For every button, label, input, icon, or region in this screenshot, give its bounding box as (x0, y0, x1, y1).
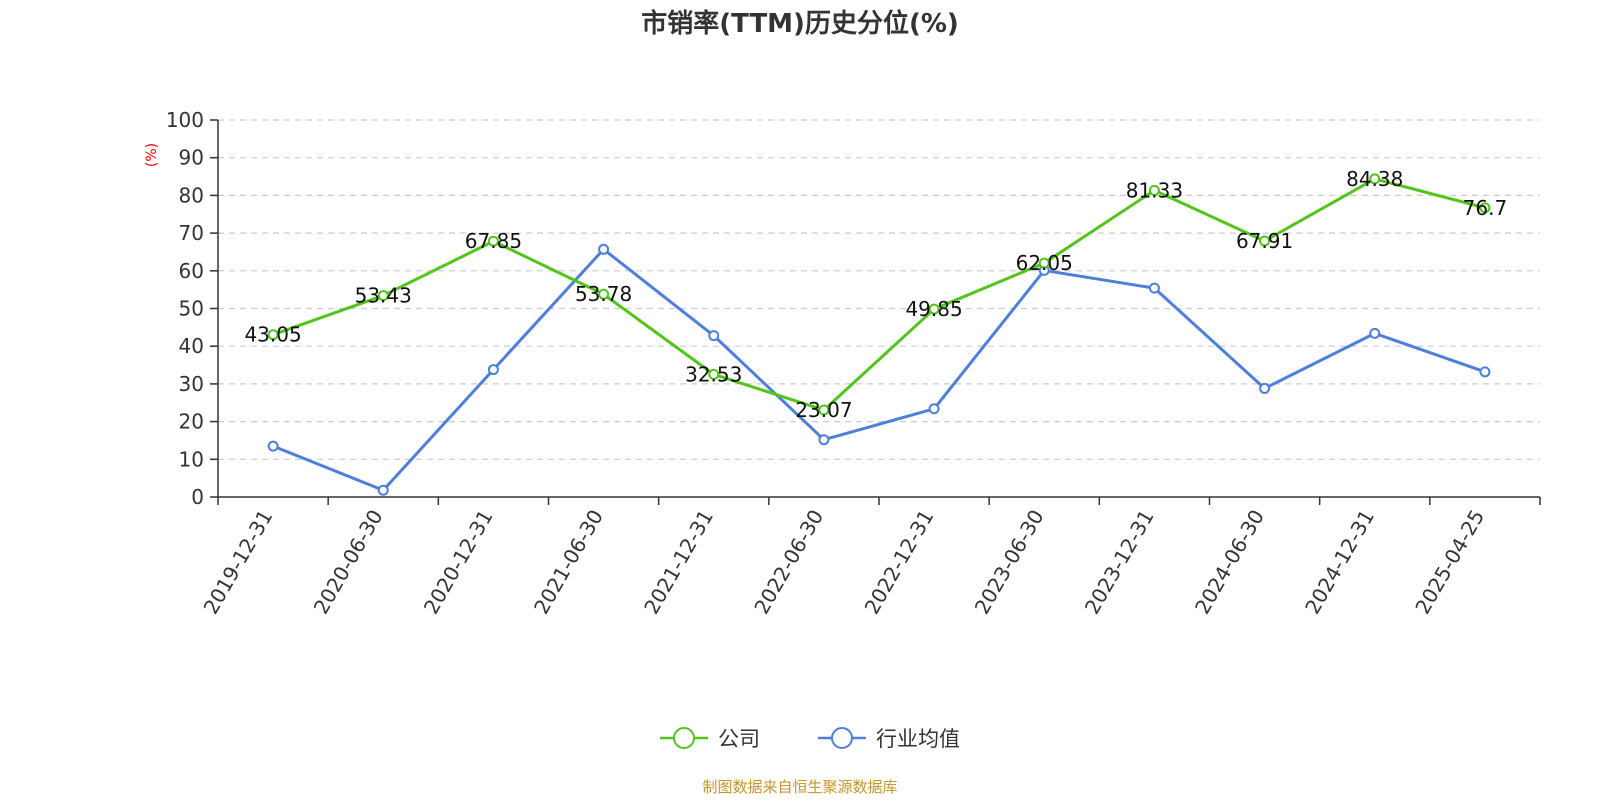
data-point[interactable] (1259, 235, 1271, 247)
x-tick-label: 2024-12-31 (1300, 506, 1379, 619)
data-label: 32.53 (685, 362, 742, 386)
data-point[interactable] (1479, 366, 1491, 378)
y-tick-label: 70 (179, 221, 204, 245)
x-tick-label: 2024-06-30 (1190, 506, 1269, 619)
legend-marker (831, 727, 853, 749)
data-point[interactable] (1148, 282, 1160, 294)
data-point[interactable] (1479, 202, 1491, 214)
source-note: 制图数据来自恒生聚源数据库 (702, 778, 897, 796)
y-tick-label: 50 (179, 297, 204, 321)
legend[interactable]: 公司 行业均值 (660, 727, 960, 751)
x-tick-label: 2020-12-31 (419, 505, 498, 618)
data-label: 53.43 (355, 284, 412, 308)
legend-label: 公司 (718, 727, 760, 751)
data-point[interactable] (598, 243, 610, 255)
data-label: 76.7 (1463, 196, 1508, 220)
data-point[interactable] (708, 368, 720, 380)
y-tick-label: 20 (179, 410, 204, 434)
data-point[interactable] (267, 329, 279, 341)
y-tick-label: 100 (166, 108, 204, 132)
x-tick-label: 2023-06-30 (970, 506, 1049, 619)
y-tick-label: 40 (179, 334, 204, 358)
data-point[interactable] (1369, 327, 1381, 339)
data-label: 67.85 (465, 229, 522, 253)
data-point[interactable] (928, 303, 940, 315)
data-point[interactable] (1259, 382, 1271, 394)
grid-lines (218, 119, 1540, 460)
data-point[interactable] (818, 434, 830, 446)
data-point[interactable] (267, 440, 279, 452)
data-point[interactable] (377, 484, 389, 496)
data-point[interactable] (598, 288, 610, 300)
data-point[interactable] (1369, 173, 1381, 185)
x-tick-label: 2019-12-31 (199, 506, 278, 619)
x-tick-label: 2022-12-31 (860, 505, 939, 618)
legend-label: 行业均值 (876, 727, 960, 751)
data-label: 43.05 (244, 323, 301, 347)
legend-item-1[interactable]: 行业均值 (818, 727, 960, 751)
data-label: 53.78 (575, 282, 632, 306)
series-line (272, 177, 1486, 412)
data-label: 67.91 (1236, 229, 1293, 253)
data-label: 49.85 (905, 297, 962, 321)
legend-marker (673, 727, 695, 749)
data-point[interactable] (487, 364, 499, 376)
y-tick-label: 30 (179, 372, 204, 396)
x-tick-label: 2020-06-30 (309, 506, 388, 619)
y-tick-label: 10 (179, 447, 204, 471)
y-tick-label: 80 (179, 183, 204, 207)
x-tick-label: 2022-06-30 (749, 506, 828, 619)
data-point[interactable] (928, 403, 940, 415)
x-tick-label: 2021-06-30 (529, 506, 608, 619)
axes: 0 10 20 30 40 50 60 70 80 90 100 2019-12-31 2020-06-… (166, 108, 1541, 619)
y-tick-label: 60 (179, 259, 204, 283)
series-layer (267, 173, 1491, 496)
data-label: 62.05 (1016, 251, 1073, 275)
series-line (272, 247, 1486, 492)
data-labels: 43.05 53.43 67.85 53.78 32.53 23.07 49.85 62.05… (244, 167, 1507, 422)
y-tick-label: 90 (179, 146, 204, 170)
chart-title: 市销率(TTM)历史分位(%) (641, 8, 959, 39)
x-tick-label: 2025-04-25 (1410, 506, 1489, 619)
series-0 (267, 173, 1491, 416)
data-label: 23.07 (795, 398, 852, 422)
y-axis-unit-label: (%) (144, 143, 160, 167)
series-1 (267, 243, 1491, 496)
y-tick-label: 0 (191, 485, 204, 509)
x-tick-label: 2023-12-31 (1080, 506, 1159, 619)
data-label: 81.33 (1126, 178, 1183, 202)
data-point[interactable] (818, 404, 830, 416)
x-tick-label: 2021-12-31 (639, 506, 718, 619)
data-point[interactable] (1148, 184, 1160, 196)
data-point[interactable] (708, 330, 720, 342)
data-point[interactable] (1038, 257, 1050, 269)
data-point[interactable] (377, 290, 389, 302)
legend-item-0[interactable]: 公司 (660, 727, 760, 751)
data-label: 84.38 (1346, 167, 1403, 191)
data-point[interactable] (487, 235, 499, 247)
